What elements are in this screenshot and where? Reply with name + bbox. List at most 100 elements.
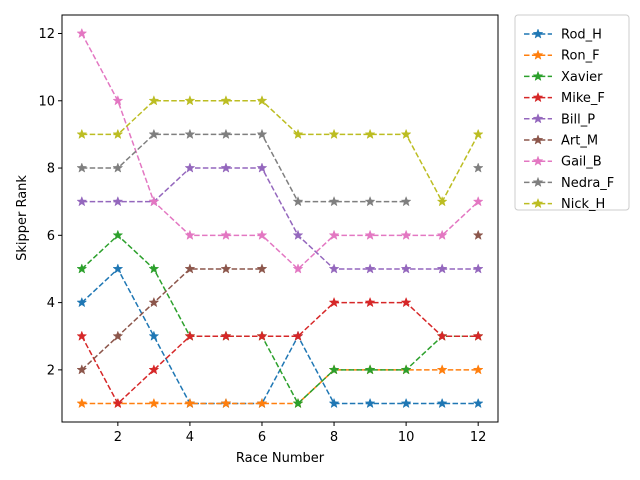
- star-marker-icon: [400, 364, 412, 375]
- legend-label: Ron_F: [561, 49, 600, 64]
- star-marker-icon: [364, 364, 376, 375]
- star-marker-icon: [400, 195, 412, 207]
- star-marker-icon: [148, 330, 160, 341]
- star-marker-icon: [112, 162, 124, 173]
- star-marker-icon: [532, 176, 544, 188]
- star-marker-icon: [532, 49, 544, 60]
- star-marker-icon: [148, 195, 160, 207]
- star-marker-icon: [148, 128, 160, 140]
- star-marker-icon: [328, 128, 340, 140]
- star-marker-icon: [436, 195, 448, 207]
- star-marker-icon: [532, 91, 544, 103]
- star-marker-icon: [532, 113, 544, 124]
- star-marker-icon: [148, 397, 160, 409]
- series-art-m: [76, 229, 484, 375]
- star-marker-icon: [184, 95, 196, 106]
- star-marker-icon: [184, 263, 196, 274]
- y-axis-label: Skipper Rank: [15, 175, 30, 261]
- star-marker-icon: [256, 128, 268, 140]
- series-line: [81, 133, 407, 203]
- legend-item-ron-f: Ron_F: [524, 49, 600, 64]
- legend-label: Gail_B: [561, 155, 602, 170]
- star-marker-icon: [328, 263, 340, 274]
- x-tick-label: 4: [186, 430, 194, 445]
- legend-label: Art_M: [561, 134, 598, 149]
- star-marker-icon: [256, 263, 268, 274]
- star-marker-icon: [112, 263, 124, 274]
- star-marker-icon: [532, 197, 544, 209]
- star-marker-icon: [472, 195, 484, 207]
- star-marker-icon: [436, 229, 448, 240]
- star-marker-icon: [184, 128, 196, 140]
- star-marker-icon: [328, 296, 340, 308]
- star-marker-icon: [472, 162, 484, 173]
- star-marker-icon: [220, 330, 232, 341]
- y-tick-label: 2: [47, 363, 55, 378]
- star-marker-icon: [472, 364, 484, 375]
- star-marker-icon: [364, 263, 376, 274]
- star-marker-icon: [472, 397, 484, 409]
- star-marker-icon: [436, 364, 448, 375]
- star-marker-icon: [76, 195, 88, 207]
- star-marker-icon: [472, 229, 484, 240]
- star-marker-icon: [532, 155, 544, 166]
- x-tick-label: 8: [330, 430, 338, 445]
- star-marker-icon: [436, 397, 448, 409]
- star-marker-icon: [112, 229, 124, 240]
- x-tick-label: 12: [470, 430, 487, 445]
- star-marker-icon: [148, 95, 160, 106]
- legend: Rod_H Ron_F Xavier Mike_F Bill_P Art_M Gail_B N…: [514, 14, 630, 212]
- star-marker-icon: [220, 95, 232, 106]
- star-marker-icon: [400, 296, 412, 308]
- legend-label: Xavier: [561, 70, 603, 85]
- star-marker-icon: [292, 263, 304, 274]
- star-marker-icon: [436, 263, 448, 274]
- star-marker-icon: [76, 330, 88, 341]
- axes-frame: [61, 14, 499, 423]
- star-marker-icon: [436, 330, 448, 341]
- star-marker-icon: [76, 27, 88, 39]
- y-tick-label: 12: [38, 27, 55, 42]
- star-marker-icon: [220, 263, 232, 274]
- star-marker-icon: [472, 330, 484, 341]
- legend-item-nedra-f: Nedra_F: [524, 176, 614, 191]
- star-marker-icon: [292, 397, 304, 409]
- y-tick-label: 10: [38, 94, 55, 109]
- star-marker-icon: [148, 263, 160, 274]
- star-marker-icon: [364, 229, 376, 240]
- y-tick-label: 6: [47, 229, 55, 244]
- star-marker-icon: [184, 162, 196, 173]
- legend-item-mike-f: Mike_F: [524, 91, 605, 106]
- y-axis: 2 4 6 8 10 12: [38, 27, 62, 378]
- star-marker-icon: [112, 330, 124, 341]
- star-marker-icon: [112, 128, 124, 140]
- star-marker-icon: [184, 229, 196, 240]
- legend-item-gail-b: Gail_B: [524, 155, 602, 170]
- legend-item-nick-h: Nick_H: [524, 197, 605, 212]
- star-marker-icon: [76, 397, 88, 409]
- series-xavier: [76, 229, 484, 409]
- legend-label: Bill_P: [561, 112, 595, 127]
- star-marker-icon: [364, 128, 376, 140]
- series-nedra-f: [76, 128, 484, 207]
- star-marker-icon: [256, 330, 268, 341]
- star-marker-icon: [220, 229, 232, 240]
- star-marker-icon: [256, 95, 268, 106]
- star-marker-icon: [364, 195, 376, 207]
- plot-area: [76, 27, 484, 409]
- series-nick-h: [76, 95, 484, 207]
- star-marker-icon: [532, 28, 544, 39]
- star-marker-icon: [256, 162, 268, 173]
- star-marker-icon: [292, 229, 304, 240]
- star-marker-icon: [184, 397, 196, 409]
- series-line: [81, 301, 479, 405]
- star-marker-icon: [328, 195, 340, 207]
- series-line: [81, 268, 262, 371]
- star-marker-icon: [76, 296, 88, 308]
- series-line: [81, 234, 479, 405]
- star-marker-icon: [532, 134, 544, 145]
- star-marker-icon: [256, 229, 268, 240]
- x-axis-label: Race Number: [236, 451, 325, 466]
- series-line: [81, 100, 479, 204]
